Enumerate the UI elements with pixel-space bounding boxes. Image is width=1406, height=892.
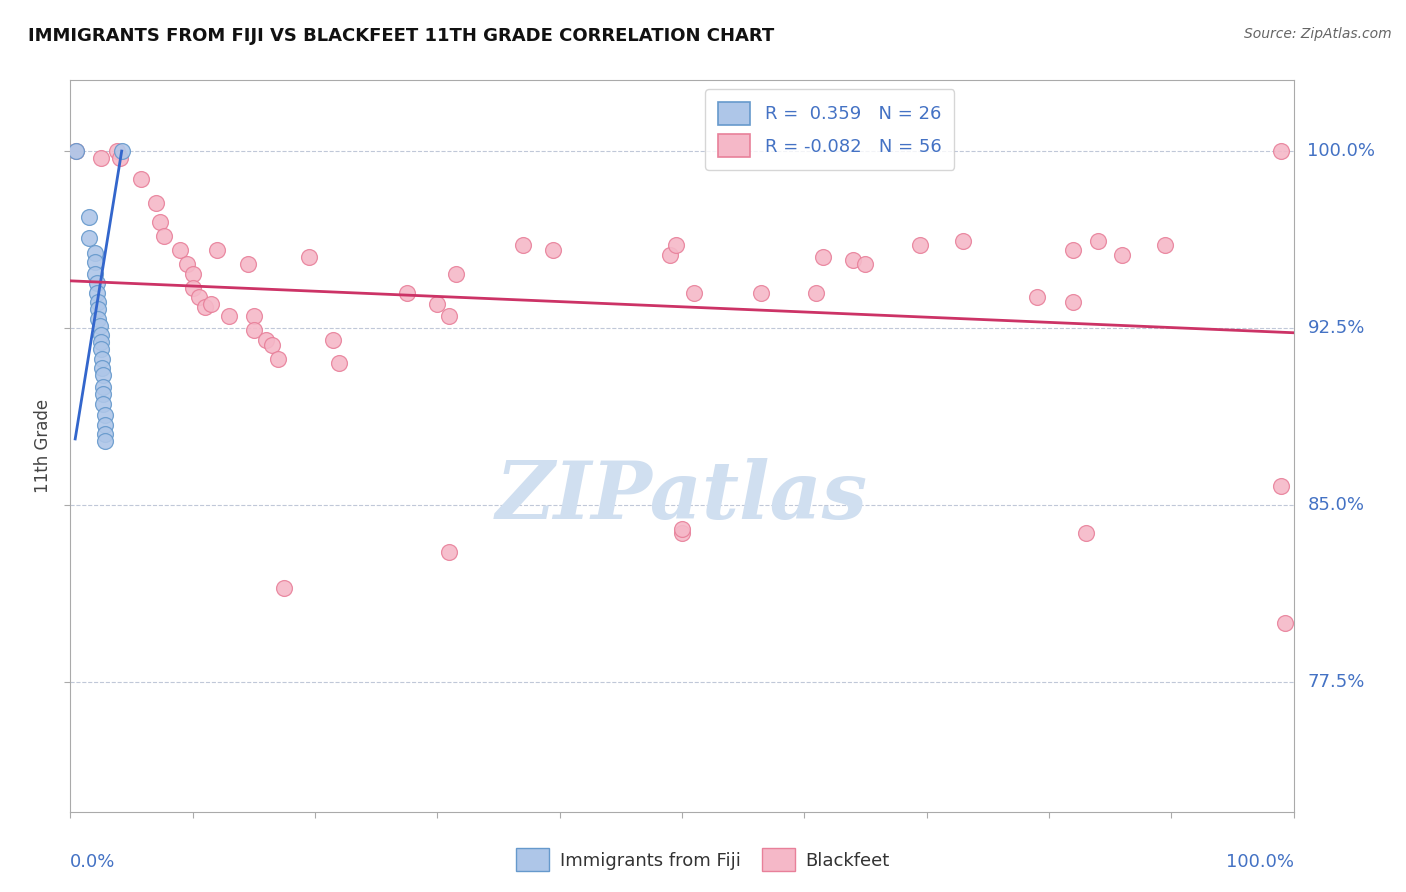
Point: [93, 427, 115, 442]
Point: [328, 356, 350, 370]
Point: [93, 417, 115, 432]
Point: [90, 328, 112, 343]
Point: [205, 243, 228, 257]
Point: [665, 238, 688, 252]
Point: [129, 172, 152, 186]
Point: [93, 434, 115, 449]
Point: [83, 255, 105, 269]
Point: [187, 290, 209, 304]
Point: [298, 250, 321, 264]
Point: [176, 257, 198, 271]
Text: 77.5%: 77.5%: [1308, 673, 1365, 691]
Point: [110, 151, 132, 165]
Point: [910, 238, 932, 252]
Point: [267, 351, 290, 366]
Text: 100.0%: 100.0%: [1226, 854, 1294, 871]
Text: Source: ZipAtlas.com: Source: ZipAtlas.com: [1244, 27, 1392, 41]
Y-axis label: 11th Grade: 11th Grade: [34, 399, 52, 493]
Text: 85.0%: 85.0%: [1308, 496, 1364, 514]
Point: [149, 215, 172, 229]
Point: [87, 295, 110, 310]
Point: [658, 248, 681, 262]
Point: [952, 234, 974, 248]
Point: [77, 210, 100, 224]
Point: [89, 318, 111, 333]
Point: [811, 250, 834, 264]
Point: [273, 581, 295, 595]
Point: [111, 144, 134, 158]
Point: [243, 323, 266, 337]
Text: 92.5%: 92.5%: [1308, 319, 1365, 337]
Point: [855, 257, 877, 271]
Point: [153, 229, 176, 244]
Point: [90, 343, 112, 357]
Text: 100.0%: 100.0%: [1308, 142, 1375, 160]
Point: [181, 281, 204, 295]
Point: [83, 267, 105, 281]
Point: [1062, 295, 1084, 310]
Point: [683, 285, 706, 300]
Point: [105, 144, 128, 158]
Point: [87, 302, 110, 317]
Point: [1074, 526, 1097, 541]
Text: 0.0%: 0.0%: [70, 854, 115, 871]
Point: [181, 267, 204, 281]
Text: IMMIGRANTS FROM FIJI VS BLACKFEET 11TH GRADE CORRELATION CHART: IMMIGRANTS FROM FIJI VS BLACKFEET 11TH G…: [28, 27, 775, 45]
Point: [86, 285, 108, 300]
Point: [91, 387, 114, 401]
Point: [262, 337, 284, 351]
Point: [83, 245, 105, 260]
Point: [806, 285, 828, 300]
Point: [77, 231, 100, 245]
Text: ZIPatlas: ZIPatlas: [496, 458, 868, 536]
Point: [1111, 248, 1133, 262]
Point: [395, 285, 418, 300]
Point: [671, 526, 693, 541]
Point: [218, 310, 240, 324]
Point: [842, 252, 865, 267]
Point: [194, 300, 217, 314]
Point: [439, 310, 461, 324]
Point: [91, 380, 114, 394]
Point: [169, 243, 191, 257]
Point: [512, 238, 534, 252]
Point: [1025, 290, 1047, 304]
Point: [1274, 615, 1296, 630]
Legend: Immigrants from Fiji, Blackfeet: Immigrants from Fiji, Blackfeet: [509, 841, 897, 879]
Point: [543, 243, 565, 257]
Point: [671, 522, 693, 536]
Point: [236, 257, 259, 271]
Point: [86, 276, 108, 290]
Point: [1270, 479, 1292, 493]
Point: [444, 267, 467, 281]
Point: [751, 285, 773, 300]
Point: [91, 396, 114, 410]
Point: [1062, 243, 1084, 257]
Point: [1154, 238, 1177, 252]
Point: [91, 368, 114, 383]
Point: [91, 361, 114, 376]
Point: [254, 333, 277, 347]
Point: [91, 351, 114, 366]
Point: [65, 144, 87, 158]
Point: [90, 335, 112, 350]
Point: [145, 196, 167, 211]
Point: [87, 311, 110, 326]
Point: [1087, 234, 1109, 248]
Point: [65, 144, 87, 158]
Point: [243, 310, 266, 324]
Point: [93, 409, 115, 423]
Point: [90, 151, 112, 165]
Legend: R =  0.359   N = 26, R = -0.082   N = 56: R = 0.359 N = 26, R = -0.082 N = 56: [706, 89, 955, 170]
Point: [439, 545, 461, 559]
Point: [426, 297, 449, 311]
Point: [322, 333, 344, 347]
Point: [1270, 144, 1292, 158]
Point: [200, 297, 222, 311]
